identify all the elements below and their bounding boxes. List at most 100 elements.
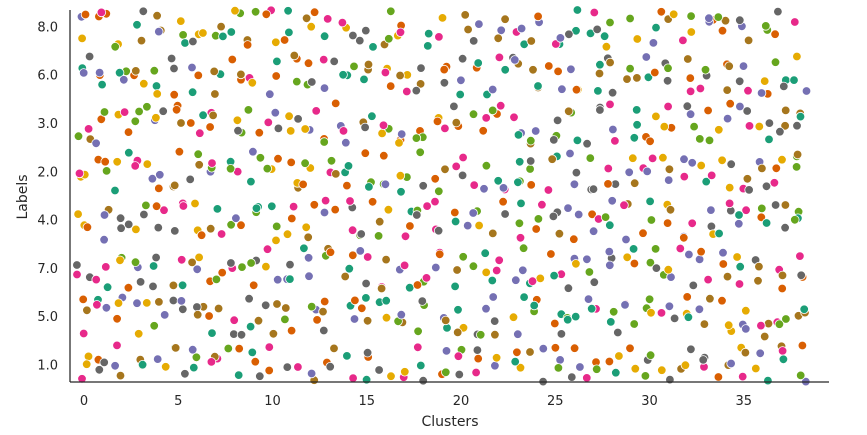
scatter-point (130, 257, 141, 267)
scatter-point (348, 30, 358, 41)
scatter-point (110, 361, 120, 371)
scatter-point (566, 64, 576, 75)
scatter-point (718, 247, 728, 258)
scatter-point (234, 343, 244, 354)
scatter-point (600, 212, 611, 222)
scatter-point (196, 230, 207, 240)
scatter-point (699, 319, 710, 329)
scatter-point (439, 64, 449, 75)
scatter-point (78, 68, 89, 78)
scatter-point (518, 243, 529, 253)
scatter-point (694, 254, 705, 265)
scatter-point (261, 261, 271, 272)
scatter-point (152, 89, 162, 99)
scatter-point (433, 225, 444, 236)
scatter-point (500, 209, 510, 219)
scatter-point (680, 360, 691, 370)
scatter-point (271, 235, 281, 246)
scatter-point (453, 351, 464, 361)
scatter-point (367, 197, 378, 207)
scatter-point (744, 185, 754, 195)
scatter-point (132, 20, 142, 30)
scatter-point (326, 156, 337, 166)
scatter-point (682, 292, 692, 302)
scatter-point (194, 252, 204, 263)
scatter-point (206, 357, 217, 367)
scatter-point (131, 66, 141, 76)
scatter-point (659, 121, 670, 132)
scatter-point (78, 294, 88, 305)
scatter-point (138, 6, 149, 17)
scatter-point (99, 107, 110, 117)
scatter-point (97, 79, 107, 90)
scatter-point (360, 122, 370, 133)
scatter-point (432, 116, 443, 127)
scatter-point (722, 113, 733, 124)
scatter-point (569, 343, 580, 353)
scatter-point (526, 180, 536, 190)
scatter-point (473, 353, 483, 364)
scatter-point (187, 257, 197, 268)
scatter-point (149, 65, 160, 76)
scatter-point (790, 215, 800, 225)
scatter-point (514, 218, 525, 229)
scatter-point (725, 182, 735, 193)
scatter-point (703, 105, 713, 116)
scatter-point (526, 135, 536, 146)
scatter-point (622, 74, 632, 84)
scatter-point (323, 14, 333, 24)
scatter-point (564, 29, 574, 40)
scatter-point (742, 106, 752, 116)
scatter-point (301, 222, 311, 233)
scatter-point (490, 330, 500, 340)
y-tick-label: 2.0 (37, 165, 58, 180)
scatter-point (174, 146, 185, 157)
scatter-point (474, 220, 484, 231)
scatter-point (474, 19, 484, 29)
scatter-point (359, 74, 369, 85)
scatter-point (588, 226, 599, 236)
scatter-point (469, 36, 479, 46)
scatter-point (96, 7, 107, 18)
scatter-point (286, 325, 297, 336)
scatter-point (585, 153, 596, 163)
scatter-point (375, 216, 385, 227)
scatter-point (704, 13, 714, 23)
scatter-point (571, 84, 582, 95)
scatter-point (198, 110, 208, 120)
scatter-point (320, 195, 331, 206)
scatter-point (441, 346, 452, 356)
scatter-point (696, 246, 706, 257)
scatter-point (131, 224, 141, 235)
scatter-point (575, 362, 585, 372)
scatter-point (669, 9, 679, 20)
scatter-point (185, 174, 195, 185)
scatter-point (386, 371, 396, 381)
scatter-point (91, 138, 101, 149)
scatter-point (381, 296, 391, 306)
scatter-point (342, 351, 352, 361)
scatter-point (476, 330, 486, 340)
scatter-point (624, 167, 634, 178)
scatter-point (386, 6, 396, 17)
scatter-point (101, 166, 112, 176)
scatter-point (515, 363, 526, 373)
scatter-point (286, 126, 296, 136)
scatter-point (190, 198, 200, 209)
scatter-point (330, 204, 340, 215)
scatter-point (233, 125, 243, 136)
scatter-point (604, 246, 615, 257)
scatter-point (92, 300, 102, 310)
scatter-point (207, 158, 217, 168)
scatter-point (780, 121, 790, 131)
scatter-point (496, 100, 506, 111)
scatter-point (242, 40, 253, 50)
scatter-point (605, 220, 615, 230)
scatter-point (416, 360, 426, 371)
scatter-point (151, 201, 162, 211)
scatter-point (232, 115, 243, 126)
scatter-point (360, 148, 371, 158)
x-tick-label: 20 (453, 394, 470, 409)
scatter-point (698, 355, 708, 365)
scatter-point (757, 163, 767, 174)
